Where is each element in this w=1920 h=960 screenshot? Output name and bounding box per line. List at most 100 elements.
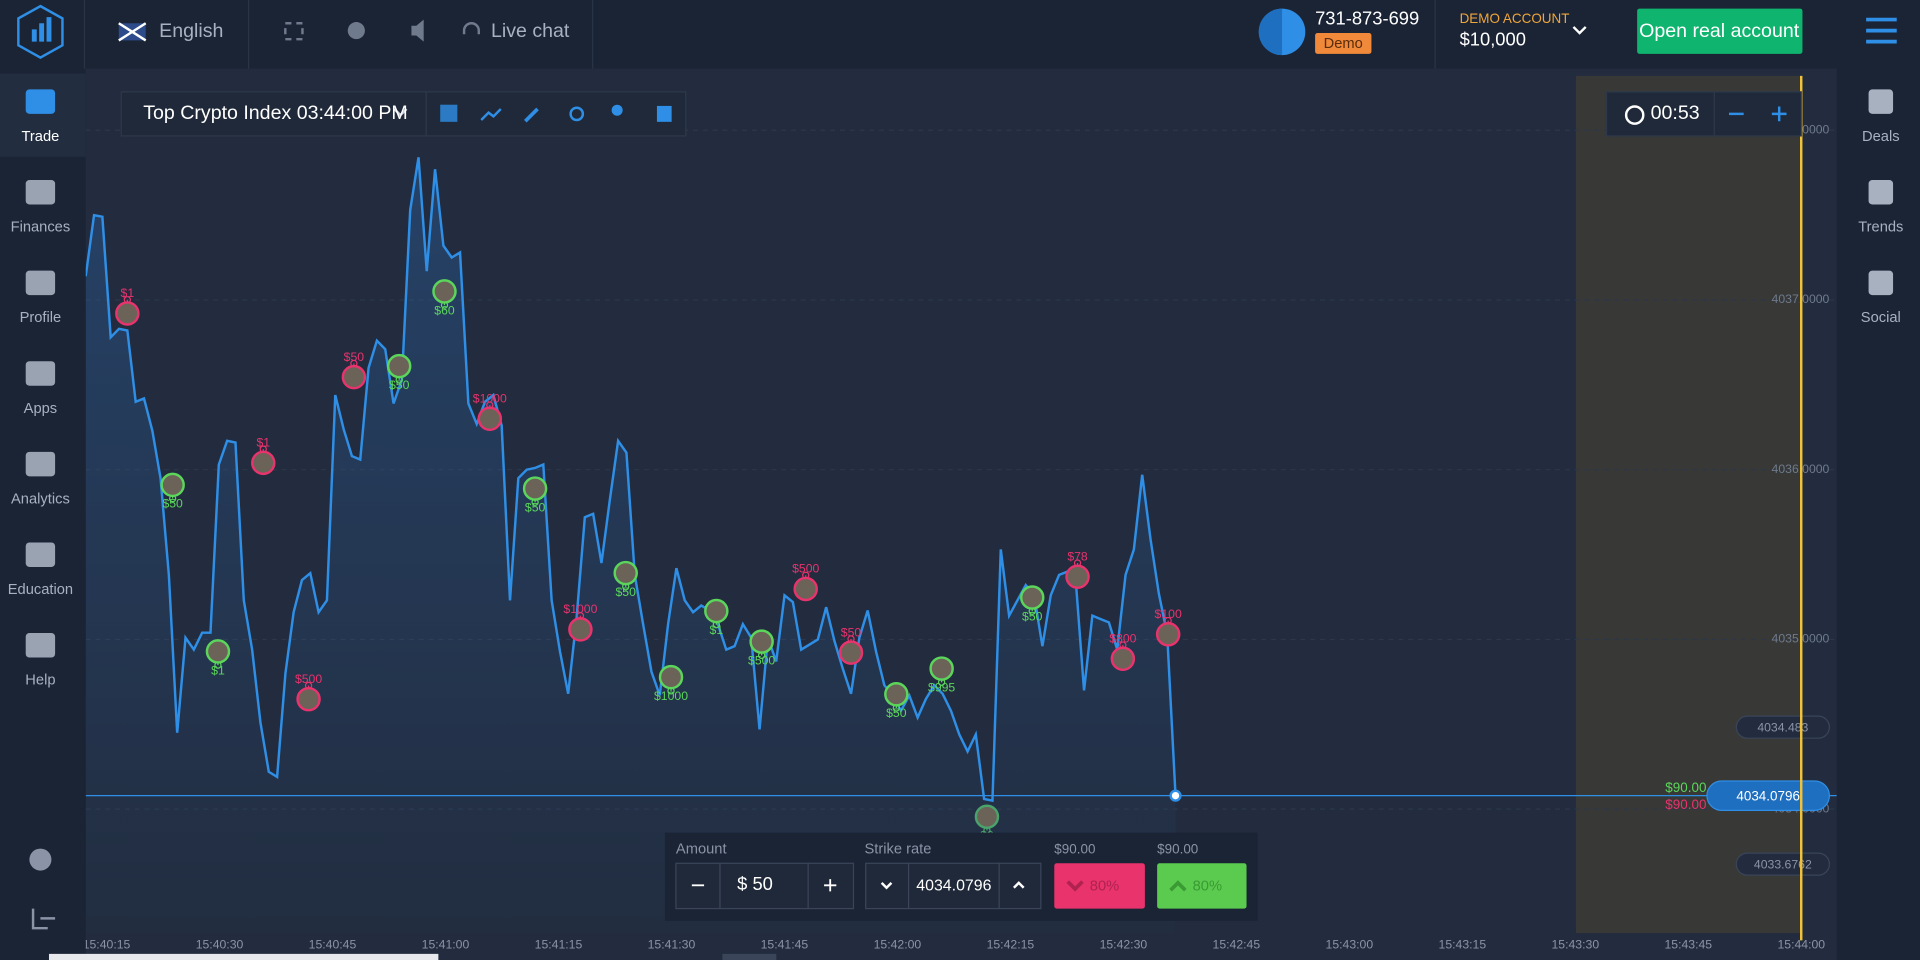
- social-icon[interactable]: [611, 104, 623, 116]
- trade-avatar: [658, 664, 684, 690]
- live-chat[interactable]: Live chat: [491, 20, 570, 42]
- menu-icon[interactable]: [1866, 17, 1897, 44]
- language[interactable]: English: [159, 20, 223, 42]
- up-payout: $90.00: [1157, 841, 1198, 856]
- down-percent: 80%: [1090, 878, 1119, 894]
- cta-label[interactable]: Open real account: [1639, 20, 1800, 42]
- x-tick-label: 15:43:45: [1664, 938, 1712, 952]
- nav-label[interactable]: Apps: [24, 401, 57, 417]
- trade-avatar: [341, 364, 367, 390]
- help-icon[interactable]: [347, 22, 365, 40]
- amount-input[interactable]: [719, 862, 809, 910]
- nav-label[interactable]: Trade: [21, 129, 59, 145]
- layout-icon[interactable]: [656, 105, 672, 122]
- down-payout: $90.00: [1054, 841, 1095, 856]
- trade-amount: $50: [841, 625, 862, 639]
- nav-label[interactable]: Social: [1861, 310, 1901, 326]
- toolbar-icons: [440, 104, 672, 123]
- trade-avatar: [974, 804, 1000, 829]
- x-tick-label: 15:41:30: [648, 938, 696, 952]
- nav-icon[interactable]: [1868, 89, 1894, 114]
- nav-icon[interactable]: [1868, 180, 1894, 205]
- indicator-icon[interactable]: [480, 108, 502, 121]
- x-tick-label: 15:42:00: [874, 938, 922, 952]
- price-line: [84, 157, 1177, 803]
- settings-icon[interactable]: [29, 848, 52, 871]
- payout-down: $90.00: [1665, 797, 1706, 812]
- timer-icon: [1624, 105, 1645, 125]
- trade-amount: $50: [389, 378, 410, 392]
- x-tick-label: 15:43:00: [1326, 938, 1374, 952]
- trade-amount: $1000: [473, 391, 507, 405]
- chart: 4038.00004037.00004036.00004035.00004034…: [83, 75, 1837, 952]
- trade-avatar: [884, 682, 909, 707]
- demo-badge-text: Demo: [1324, 36, 1363, 52]
- asset-dropdown[interactable]: [393, 108, 408, 117]
- x-tick-label: 15:40:30: [196, 938, 244, 952]
- logo[interactable]: [17, 4, 64, 59]
- timer: 00:53: [1651, 102, 1700, 124]
- avatar-half: [1258, 8, 1283, 56]
- account-dropdown[interactable]: [1572, 26, 1587, 35]
- nav-icon[interactable]: [25, 89, 56, 114]
- nav-icon[interactable]: [25, 633, 56, 658]
- up-button[interactable]: [1157, 863, 1247, 909]
- nav-label[interactable]: Analytics: [11, 491, 70, 507]
- nav-icon[interactable]: [25, 542, 56, 567]
- toolbar: [120, 91, 687, 137]
- nav-label[interactable]: Deals: [1862, 129, 1900, 145]
- trade-avatar: [522, 476, 548, 501]
- nav-label[interactable]: Profile: [20, 310, 62, 326]
- top-bar: [0, 0, 1920, 69]
- crosshair-icon[interactable]: [569, 106, 585, 122]
- trade-avatar: [1020, 585, 1045, 610]
- scroll-thumb: [722, 953, 777, 960]
- price-marker-label: 4034.483: [1757, 721, 1808, 735]
- draw-icon[interactable]: [524, 107, 539, 123]
- trade-avatar: [477, 406, 503, 432]
- chevron-down: [880, 881, 893, 890]
- trade-avatar: [749, 629, 774, 654]
- trade-avatar: [386, 353, 412, 379]
- open-account-button[interactable]: [1637, 8, 1803, 54]
- nav-icon[interactable]: [25, 270, 56, 296]
- trade-avatar: [160, 472, 185, 498]
- price-marker: [1735, 715, 1830, 739]
- x-tick-label: 15:41:00: [422, 938, 470, 952]
- amount-label: Amount: [676, 842, 727, 858]
- nav-label[interactable]: Trends: [1858, 220, 1903, 236]
- strike-input[interactable]: [907, 862, 1000, 910]
- time-plus[interactable]: [1771, 106, 1787, 122]
- trade-amount: $60: [434, 303, 455, 317]
- amount-value: $ 50: [737, 873, 773, 894]
- down-button[interactable]: [1054, 863, 1145, 909]
- trade-avatar: [1155, 622, 1181, 647]
- trade-avatar: [432, 279, 457, 304]
- up-percent: 80%: [1193, 878, 1222, 894]
- trade-amount: $500: [295, 672, 322, 686]
- trade-amount: $1: [710, 623, 724, 637]
- nav-icon[interactable]: [25, 361, 56, 386]
- sound-icon[interactable]: [411, 19, 424, 42]
- fullscreen-icon[interactable]: [284, 22, 304, 41]
- strike-up[interactable]: [998, 862, 1042, 910]
- nav-icon[interactable]: [1868, 270, 1894, 296]
- trade-amount: $500: [748, 653, 775, 667]
- up-arrow: [1169, 880, 1187, 892]
- nav-icon[interactable]: [25, 451, 56, 477]
- nav-icon[interactable]: [25, 180, 56, 205]
- trade-amount: $50: [162, 497, 183, 511]
- left-sidebar: [0, 68, 86, 960]
- current-price-label: 4034.0796: [1736, 788, 1800, 803]
- nav-label[interactable]: Education: [8, 582, 73, 598]
- logo-bars: [31, 17, 52, 42]
- logout-icon[interactable]: [31, 908, 56, 930]
- asset-title[interactable]: Top Crypto Index 03:44:00 PM: [143, 102, 407, 124]
- nav-label[interactable]: Help: [25, 673, 55, 689]
- x-tick-label: 15:41:45: [761, 938, 809, 952]
- demo-badge: [1315, 33, 1372, 54]
- nav-label[interactable]: Finances: [11, 220, 71, 236]
- chart-type-icon[interactable]: [440, 104, 458, 122]
